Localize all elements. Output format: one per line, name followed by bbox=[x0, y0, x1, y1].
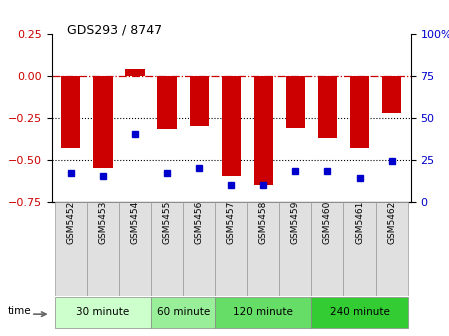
Bar bbox=[55, 297, 151, 328]
Bar bbox=[151, 202, 183, 296]
Bar bbox=[151, 297, 215, 328]
Bar bbox=[343, 202, 375, 296]
Text: GDS293 / 8747: GDS293 / 8747 bbox=[67, 24, 163, 37]
Text: time: time bbox=[8, 306, 31, 316]
Bar bbox=[279, 202, 312, 296]
Text: 60 minute: 60 minute bbox=[157, 307, 210, 318]
Bar bbox=[312, 297, 408, 328]
Bar bbox=[247, 202, 279, 296]
Text: 30 minute: 30 minute bbox=[76, 307, 130, 318]
Text: GSM5458: GSM5458 bbox=[259, 201, 268, 244]
Bar bbox=[87, 202, 119, 296]
Bar bbox=[55, 202, 87, 296]
Bar bbox=[61, 76, 80, 148]
Text: GSM5459: GSM5459 bbox=[291, 201, 300, 244]
Bar bbox=[93, 76, 113, 168]
Bar bbox=[158, 76, 177, 129]
Bar bbox=[312, 202, 343, 296]
Text: GSM5462: GSM5462 bbox=[387, 201, 396, 244]
Bar bbox=[215, 297, 312, 328]
Text: GSM5460: GSM5460 bbox=[323, 201, 332, 244]
Text: GSM5457: GSM5457 bbox=[227, 201, 236, 244]
Text: 120 minute: 120 minute bbox=[233, 307, 293, 318]
Bar bbox=[350, 76, 369, 148]
Text: GSM5461: GSM5461 bbox=[355, 201, 364, 244]
Bar bbox=[286, 76, 305, 128]
Bar bbox=[183, 202, 215, 296]
Text: 240 minute: 240 minute bbox=[330, 307, 389, 318]
Text: GSM5454: GSM5454 bbox=[131, 201, 140, 244]
Text: GSM5456: GSM5456 bbox=[195, 201, 204, 244]
Bar bbox=[318, 76, 337, 138]
Text: GSM5455: GSM5455 bbox=[163, 201, 172, 244]
Bar bbox=[125, 69, 145, 76]
Text: GSM5453: GSM5453 bbox=[98, 201, 107, 244]
Bar bbox=[215, 202, 247, 296]
Bar bbox=[222, 76, 241, 176]
Bar bbox=[189, 76, 209, 126]
Bar bbox=[119, 202, 151, 296]
Bar bbox=[375, 202, 408, 296]
Bar bbox=[254, 76, 273, 185]
Text: GSM5452: GSM5452 bbox=[66, 201, 75, 244]
Bar bbox=[382, 76, 401, 113]
